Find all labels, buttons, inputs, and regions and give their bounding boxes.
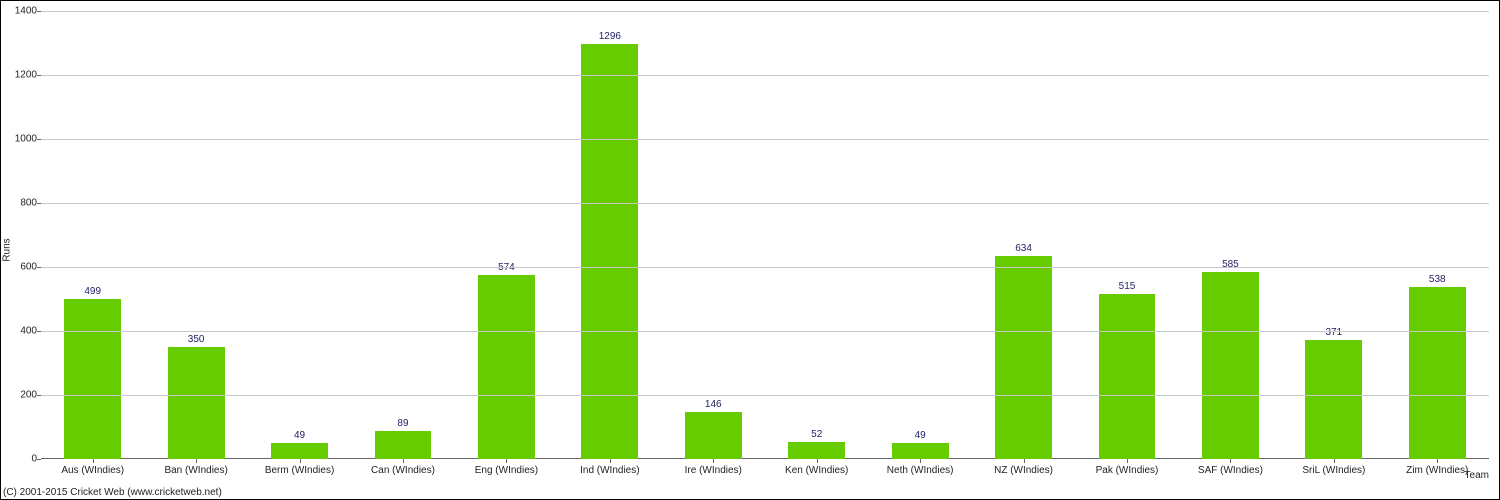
bar-slot: 538Zim (WIndies): [1386, 11, 1489, 459]
bar: 1296: [581, 44, 638, 459]
bar-value-label: 89: [375, 418, 432, 431]
bar: 89: [375, 431, 432, 459]
bar-slot: 499Aus (WIndies): [41, 11, 144, 459]
bar-value-label: 515: [1099, 281, 1156, 294]
gridline: [41, 139, 1489, 140]
bar-slot: 49Neth (WIndies): [868, 11, 971, 459]
bar-slot: 1296Ind (WIndies): [558, 11, 661, 459]
bar-value-label: 634: [995, 243, 1052, 256]
bar-slot: 350Ban (WIndies): [144, 11, 247, 459]
ytick-label: 1200: [15, 70, 41, 81]
bar: 350: [168, 347, 225, 459]
ytick-label: 0: [31, 454, 41, 465]
bar: 538: [1409, 287, 1466, 459]
gridline: [41, 203, 1489, 204]
ytick-label: 1000: [15, 134, 41, 145]
xtick-label: Ire (WIndies): [662, 459, 765, 476]
bar-slot: 585SAF (WIndies): [1179, 11, 1282, 459]
y-axis-title: Runs: [2, 238, 13, 261]
bar-slot: 49Berm (WIndies): [248, 11, 351, 459]
gridline: [41, 267, 1489, 268]
gridline: [41, 75, 1489, 76]
ytick-label: 200: [20, 390, 41, 401]
bar-slot: 146Ire (WIndies): [662, 11, 765, 459]
bar: 146: [685, 412, 742, 459]
bar-value-label: 49: [892, 430, 949, 443]
bar: 49: [271, 443, 328, 459]
bar: 634: [995, 256, 1052, 459]
ytick-label: 600: [20, 262, 41, 273]
bar-slot: 634NZ (WIndies): [972, 11, 1075, 459]
bar-value-label: 146: [685, 399, 742, 412]
bar-value-label: 52: [788, 429, 845, 442]
bar-value-label: 574: [478, 262, 535, 275]
xtick-label: SAF (WIndies): [1179, 459, 1282, 476]
xtick-label: Can (WIndies): [351, 459, 454, 476]
xtick-label: Aus (WIndies): [41, 459, 144, 476]
bar-value-label: 585: [1202, 259, 1259, 272]
bar-value-label: 371: [1305, 327, 1362, 340]
gridline: [41, 331, 1489, 332]
bar: 585: [1202, 272, 1259, 459]
bar-value-label: 538: [1409, 274, 1466, 287]
bar: 515: [1099, 294, 1156, 459]
xtick-label: Eng (WIndies): [455, 459, 558, 476]
gridline: [41, 11, 1489, 12]
bar: 52: [788, 442, 845, 459]
xtick-label: Ken (WIndies): [765, 459, 868, 476]
chart-container: 499Aus (WIndies)350Ban (WIndies)49Berm (…: [0, 0, 1500, 500]
bar: 49: [892, 443, 949, 459]
bar-slot: 574Eng (WIndies): [455, 11, 558, 459]
bar-value-label: 350: [168, 334, 225, 347]
xtick-label: NZ (WIndies): [972, 459, 1075, 476]
plot-area: 499Aus (WIndies)350Ban (WIndies)49Berm (…: [41, 11, 1489, 459]
bar-slot: 89Can (WIndies): [351, 11, 454, 459]
gridline: [41, 395, 1489, 396]
xtick-label: Neth (WIndies): [868, 459, 971, 476]
bar: 499: [64, 299, 121, 459]
footer-copyright: (C) 2001-2015 Cricket Web (www.cricketwe…: [3, 487, 222, 498]
x-axis-title: Team: [1465, 470, 1489, 481]
bar-slot: 371SriL (WIndies): [1282, 11, 1385, 459]
bar: 574: [478, 275, 535, 459]
ytick-label: 400: [20, 326, 41, 337]
bar-value-label: 49: [271, 430, 328, 443]
bar: 371: [1305, 340, 1362, 459]
bars-layer: 499Aus (WIndies)350Ban (WIndies)49Berm (…: [41, 11, 1489, 459]
xtick-label: Ind (WIndies): [558, 459, 661, 476]
xtick-label: Berm (WIndies): [248, 459, 351, 476]
bar-slot: 52Ken (WIndies): [765, 11, 868, 459]
bar-slot: 515Pak (WIndies): [1075, 11, 1178, 459]
bar-value-label: 1296: [581, 31, 638, 44]
bar-value-label: 499: [64, 286, 121, 299]
xtick-label: Ban (WIndies): [144, 459, 247, 476]
xtick-label: Pak (WIndies): [1075, 459, 1178, 476]
ytick-label: 1400: [15, 6, 41, 17]
ytick-label: 800: [20, 198, 41, 209]
xtick-label: SriL (WIndies): [1282, 459, 1385, 476]
